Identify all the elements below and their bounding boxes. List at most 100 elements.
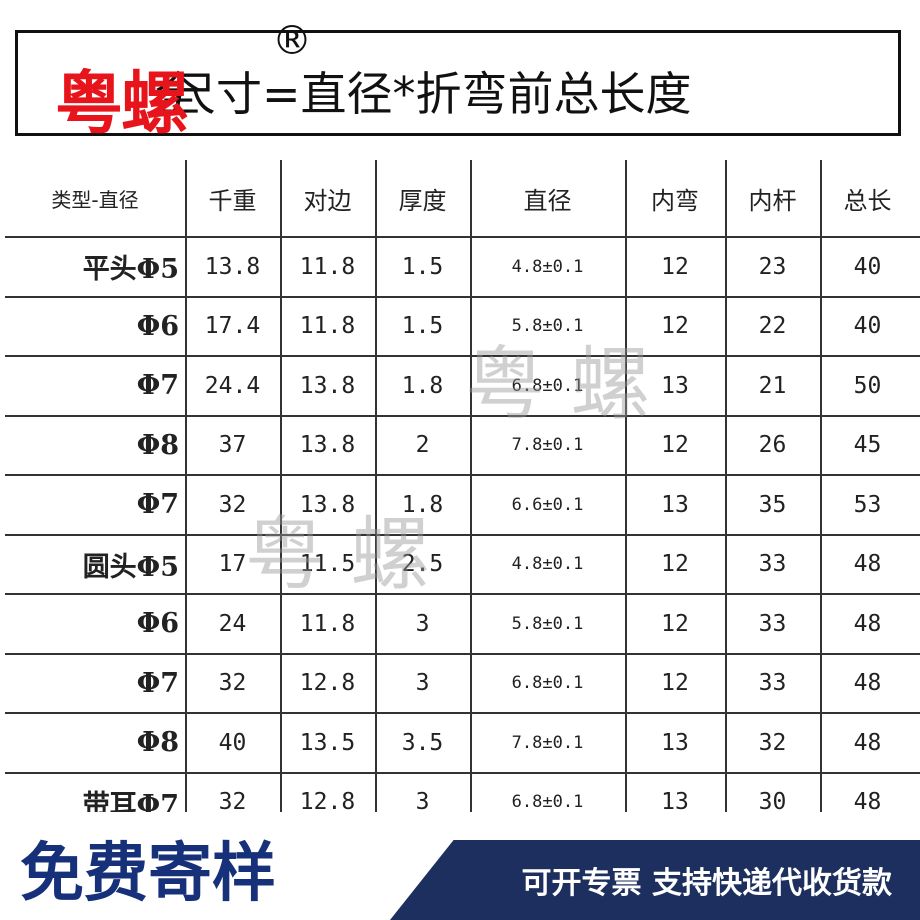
- cell: 4.8±0.1: [511, 256, 584, 277]
- column-line: [280, 160, 282, 812]
- header-cell: 对边: [303, 187, 352, 215]
- cell: 1.8: [401, 372, 444, 399]
- row-label: 带耳Φ7: [82, 789, 179, 812]
- cell: 40: [853, 253, 882, 280]
- row-line: [5, 414, 920, 417]
- cell: 35: [758, 491, 787, 518]
- cell: 48: [853, 729, 882, 756]
- header-cell: 直径: [523, 187, 572, 215]
- cell: 11.8: [299, 610, 356, 637]
- cell: 30: [758, 789, 787, 812]
- cell: 11.8: [299, 313, 356, 340]
- cell: 26: [758, 432, 787, 459]
- cell: 2: [415, 432, 430, 459]
- cell: 12: [661, 253, 689, 280]
- cell: 53: [853, 491, 882, 518]
- cell: 37: [218, 432, 247, 459]
- logo: 粤螺: [55, 65, 189, 144]
- cell: 40: [218, 729, 247, 756]
- cell: 12: [661, 313, 689, 340]
- row-line: [5, 712, 920, 714]
- row-line: [5, 771, 920, 774]
- cell: 11.8: [299, 253, 356, 280]
- cell: 48: [853, 610, 882, 637]
- header-cell: 厚度: [398, 187, 447, 215]
- header-cell: 总长: [843, 187, 892, 215]
- column-line: [375, 160, 377, 812]
- cell: 13: [661, 372, 689, 399]
- cell: 6.6±0.1: [511, 494, 584, 515]
- header-cell: 内弯: [651, 187, 699, 215]
- cell: 2.5: [401, 551, 444, 578]
- cell: 13.8: [299, 491, 356, 518]
- cell: 33: [758, 670, 787, 697]
- cell: 32: [758, 729, 787, 756]
- row-line: [5, 533, 920, 536]
- cell: 7.8±0.1: [511, 732, 584, 753]
- cell: 33: [758, 551, 787, 578]
- header-cell: 内杆: [748, 187, 797, 215]
- cell: 6.8±0.1: [511, 673, 584, 694]
- row-label: 圆头Φ5: [82, 551, 179, 583]
- cell: 1.5: [401, 253, 444, 280]
- column-line: [470, 160, 472, 812]
- cell: 13.5: [299, 729, 356, 756]
- cell: 13: [661, 789, 689, 812]
- cell: 5.8±0.1: [511, 316, 584, 337]
- cell: 32: [218, 789, 247, 812]
- cell: 12: [661, 432, 689, 459]
- cell: 7.8±0.1: [511, 435, 584, 456]
- cell: 6.8±0.1: [511, 792, 584, 812]
- cell: 1.5: [401, 313, 444, 340]
- row-label: 平头Φ5: [82, 254, 179, 286]
- cell: 4.8±0.1: [511, 554, 584, 575]
- cell: 17: [218, 551, 247, 578]
- banner-right: 可开专票 支持快递代收货款: [390, 840, 920, 920]
- cell: 3: [415, 789, 430, 812]
- cell: 32: [218, 491, 247, 518]
- cell: 13.8: [299, 372, 356, 399]
- row-label: Φ7: [136, 370, 179, 402]
- column-line: [820, 160, 822, 812]
- cell: 1.8: [401, 491, 444, 518]
- cell: 3.5: [401, 729, 444, 756]
- cell: 3: [415, 670, 430, 697]
- title: 尺寸=直径*折弯前总长度: [170, 67, 692, 121]
- cell: 12: [661, 670, 689, 697]
- cell: 13.8: [204, 253, 261, 280]
- row-label: Φ8: [136, 429, 179, 461]
- column-line: [725, 160, 727, 812]
- row-line: [5, 355, 920, 357]
- header-cell: 千重: [208, 187, 257, 215]
- cell: 13: [661, 729, 689, 756]
- cell: 23: [758, 253, 787, 280]
- title-box: [15, 30, 901, 136]
- watermark: 粤 螺: [245, 508, 431, 601]
- cell: 13.8: [299, 432, 356, 459]
- cell: 50: [853, 372, 882, 399]
- cell: 12: [661, 610, 689, 637]
- cell: 33: [758, 610, 787, 637]
- row-line: [5, 474, 920, 476]
- row-line: [5, 236, 920, 238]
- cell: 24: [218, 610, 247, 637]
- title-prefix: 全: [155, 67, 201, 121]
- row-line: [5, 295, 920, 298]
- cell: 48: [853, 789, 882, 812]
- row-label: Φ8: [136, 727, 179, 759]
- cell: 11.5: [299, 551, 356, 578]
- cell: 12.8: [299, 670, 356, 697]
- cell: 12.8: [299, 789, 356, 812]
- banner-left: 免费寄样: [20, 837, 276, 911]
- cell: 21: [758, 372, 787, 399]
- row-label: Φ6: [136, 310, 179, 342]
- cell: 12: [661, 551, 689, 578]
- cell: 32: [218, 670, 247, 697]
- row-label: Φ7: [136, 489, 179, 521]
- header-cell: 类型-直径: [51, 188, 139, 212]
- cell: 48: [853, 670, 882, 697]
- cell: 3: [415, 610, 430, 637]
- cell: 22: [758, 313, 787, 340]
- cell: 40: [853, 313, 882, 340]
